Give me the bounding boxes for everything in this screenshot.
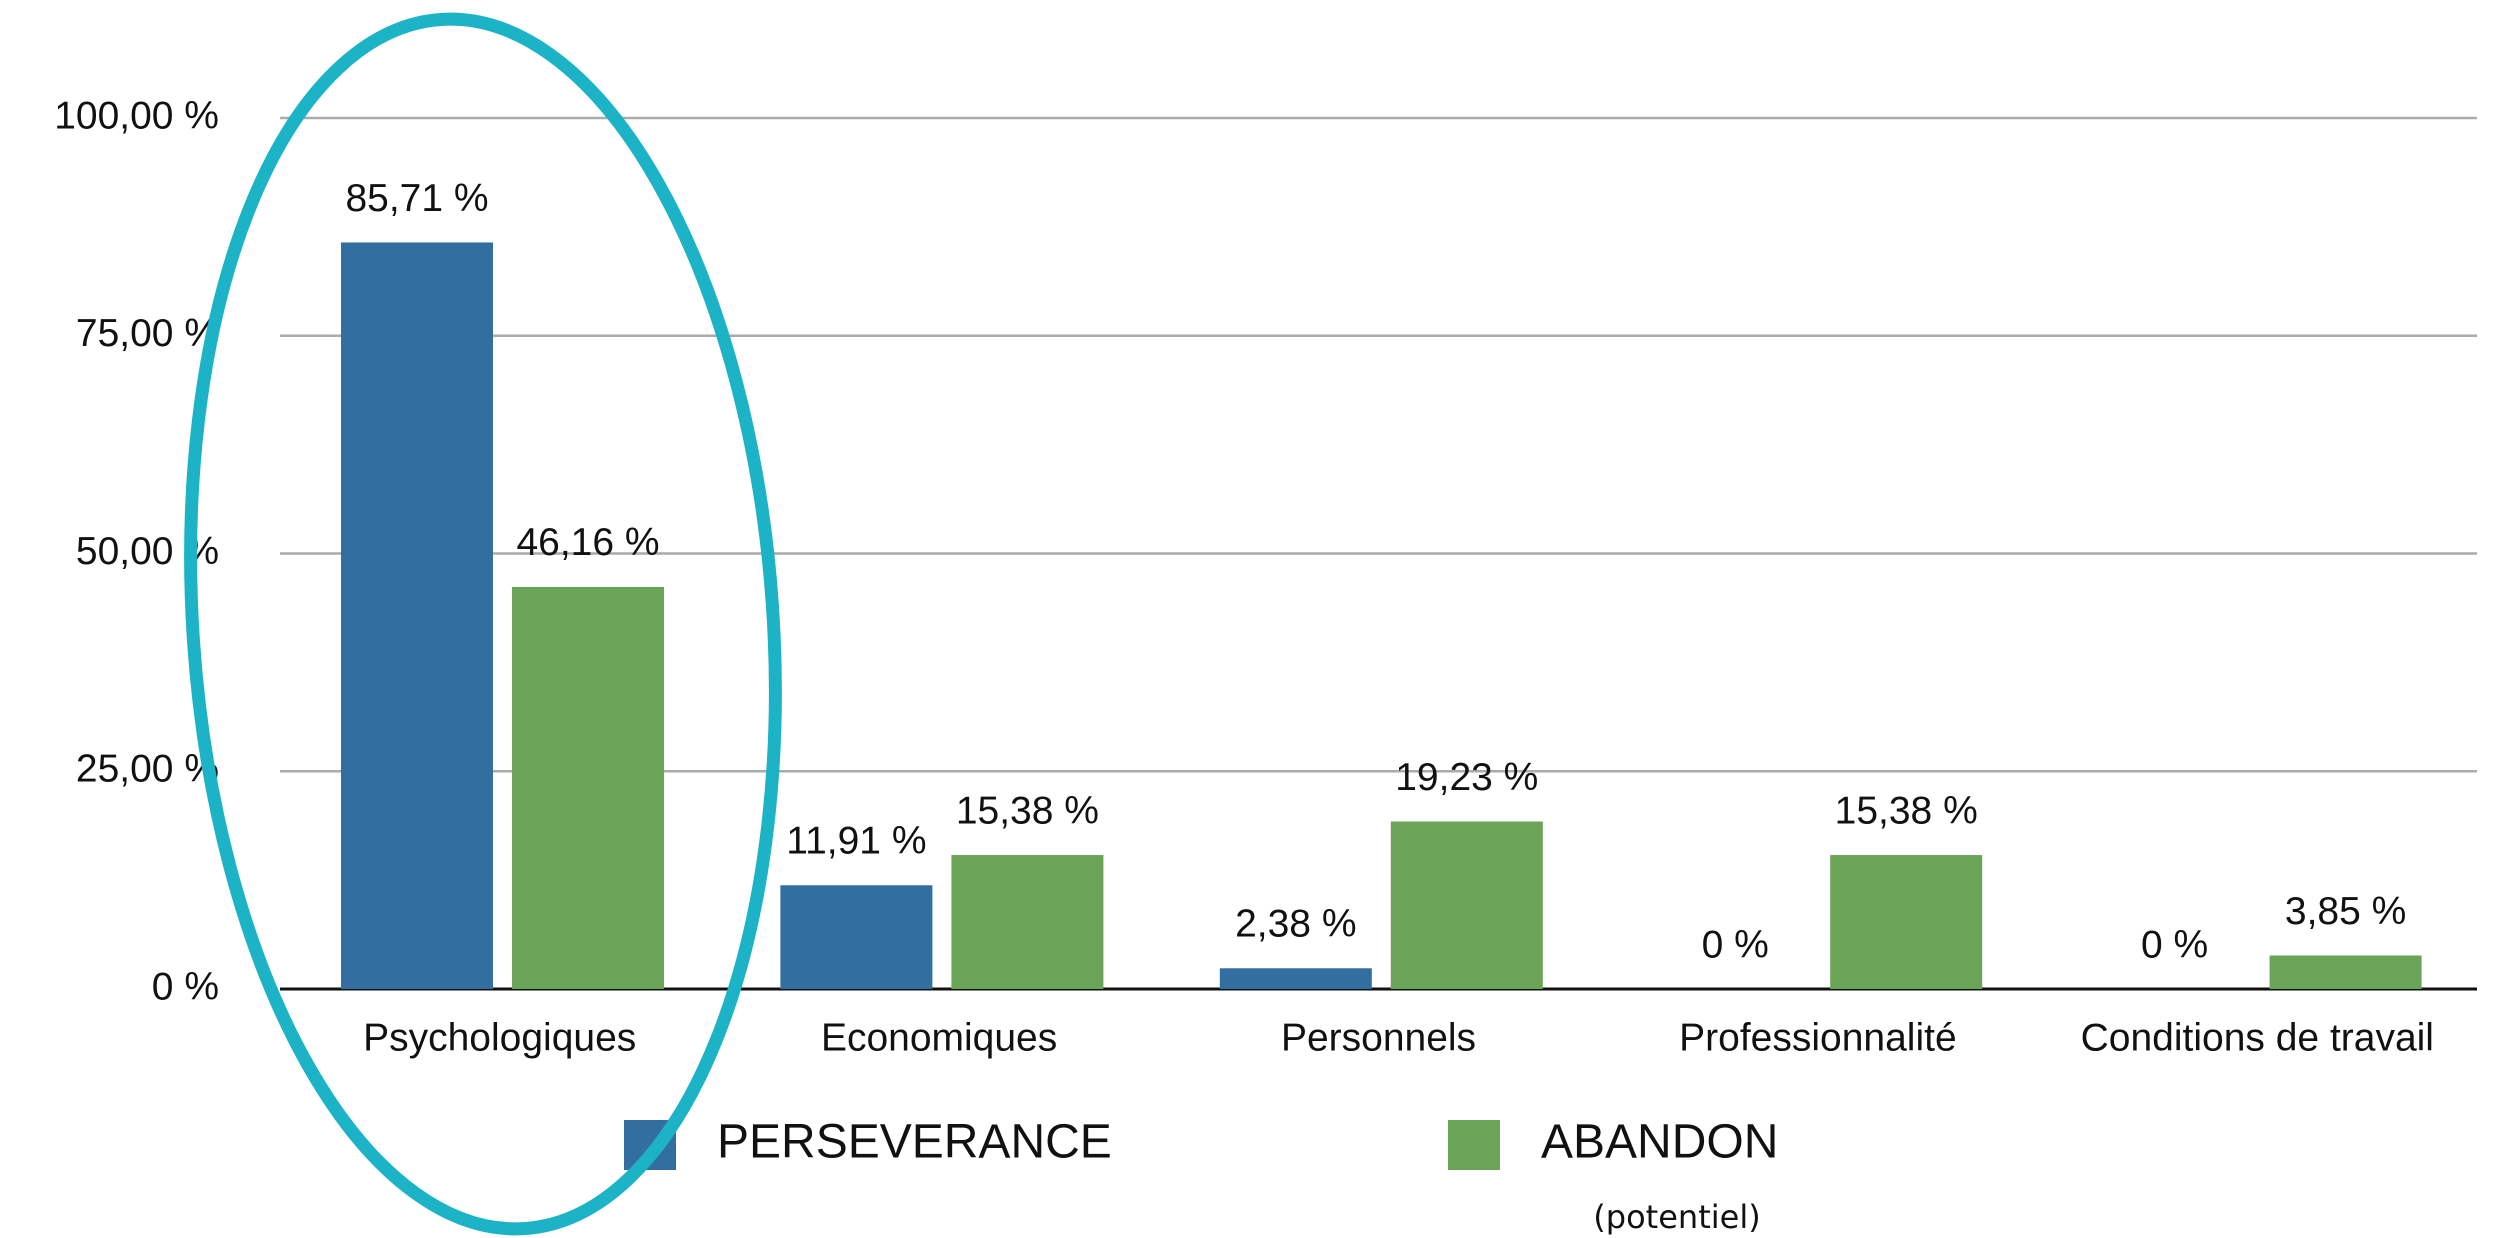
value-label: 2,38 % xyxy=(1235,903,1356,946)
legend-label: ABANDON xyxy=(1541,1116,1778,1169)
value-label: 11,91 % xyxy=(786,820,926,863)
x-tick-label: Conditions de travail xyxy=(2081,1016,2434,1059)
y-tick-label: 50,00 % xyxy=(76,530,219,573)
value-label: 15,38 % xyxy=(1835,789,1978,832)
value-label: 0 % xyxy=(1702,923,1769,966)
legend-swatch xyxy=(1448,1120,1500,1170)
x-tick-label: Psychologiques xyxy=(363,1016,636,1059)
bar xyxy=(780,885,933,989)
value-label: 85,71 % xyxy=(345,177,488,220)
y-tick-label: 0 % xyxy=(152,965,219,1008)
value-label: 19,23 % xyxy=(1395,756,1538,799)
y-tick-label: 100,00 % xyxy=(54,94,219,137)
bar xyxy=(1219,968,1372,989)
x-tick-label: Professionnalité xyxy=(1679,1016,1957,1059)
highlight-circle xyxy=(184,12,782,1236)
bar xyxy=(2269,955,2422,989)
bar xyxy=(951,855,1104,989)
annotation: (potentiel) xyxy=(1593,1198,1760,1236)
y-tick-label: 25,00 % xyxy=(76,748,219,791)
value-label: 15,38 % xyxy=(956,789,1099,832)
bar xyxy=(1830,855,1983,989)
value-label: 46,16 % xyxy=(516,521,659,564)
value-label: 3,85 % xyxy=(2285,890,2406,933)
legend-label: PERSEVERANCE xyxy=(717,1116,1112,1169)
value-label: 0 % xyxy=(2141,923,2208,966)
bar xyxy=(341,242,493,990)
x-tick-label: Personnels xyxy=(1281,1016,1476,1059)
bar xyxy=(1390,821,1543,989)
bar xyxy=(512,586,664,989)
x-tick-label: Economiques xyxy=(821,1016,1057,1059)
y-tick-label: 75,00 % xyxy=(76,312,219,355)
